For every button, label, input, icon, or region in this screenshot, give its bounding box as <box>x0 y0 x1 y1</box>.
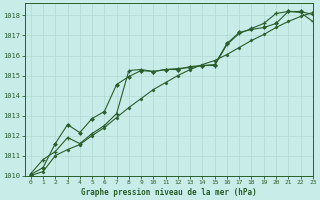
X-axis label: Graphe pression niveau de la mer (hPa): Graphe pression niveau de la mer (hPa) <box>81 188 257 197</box>
